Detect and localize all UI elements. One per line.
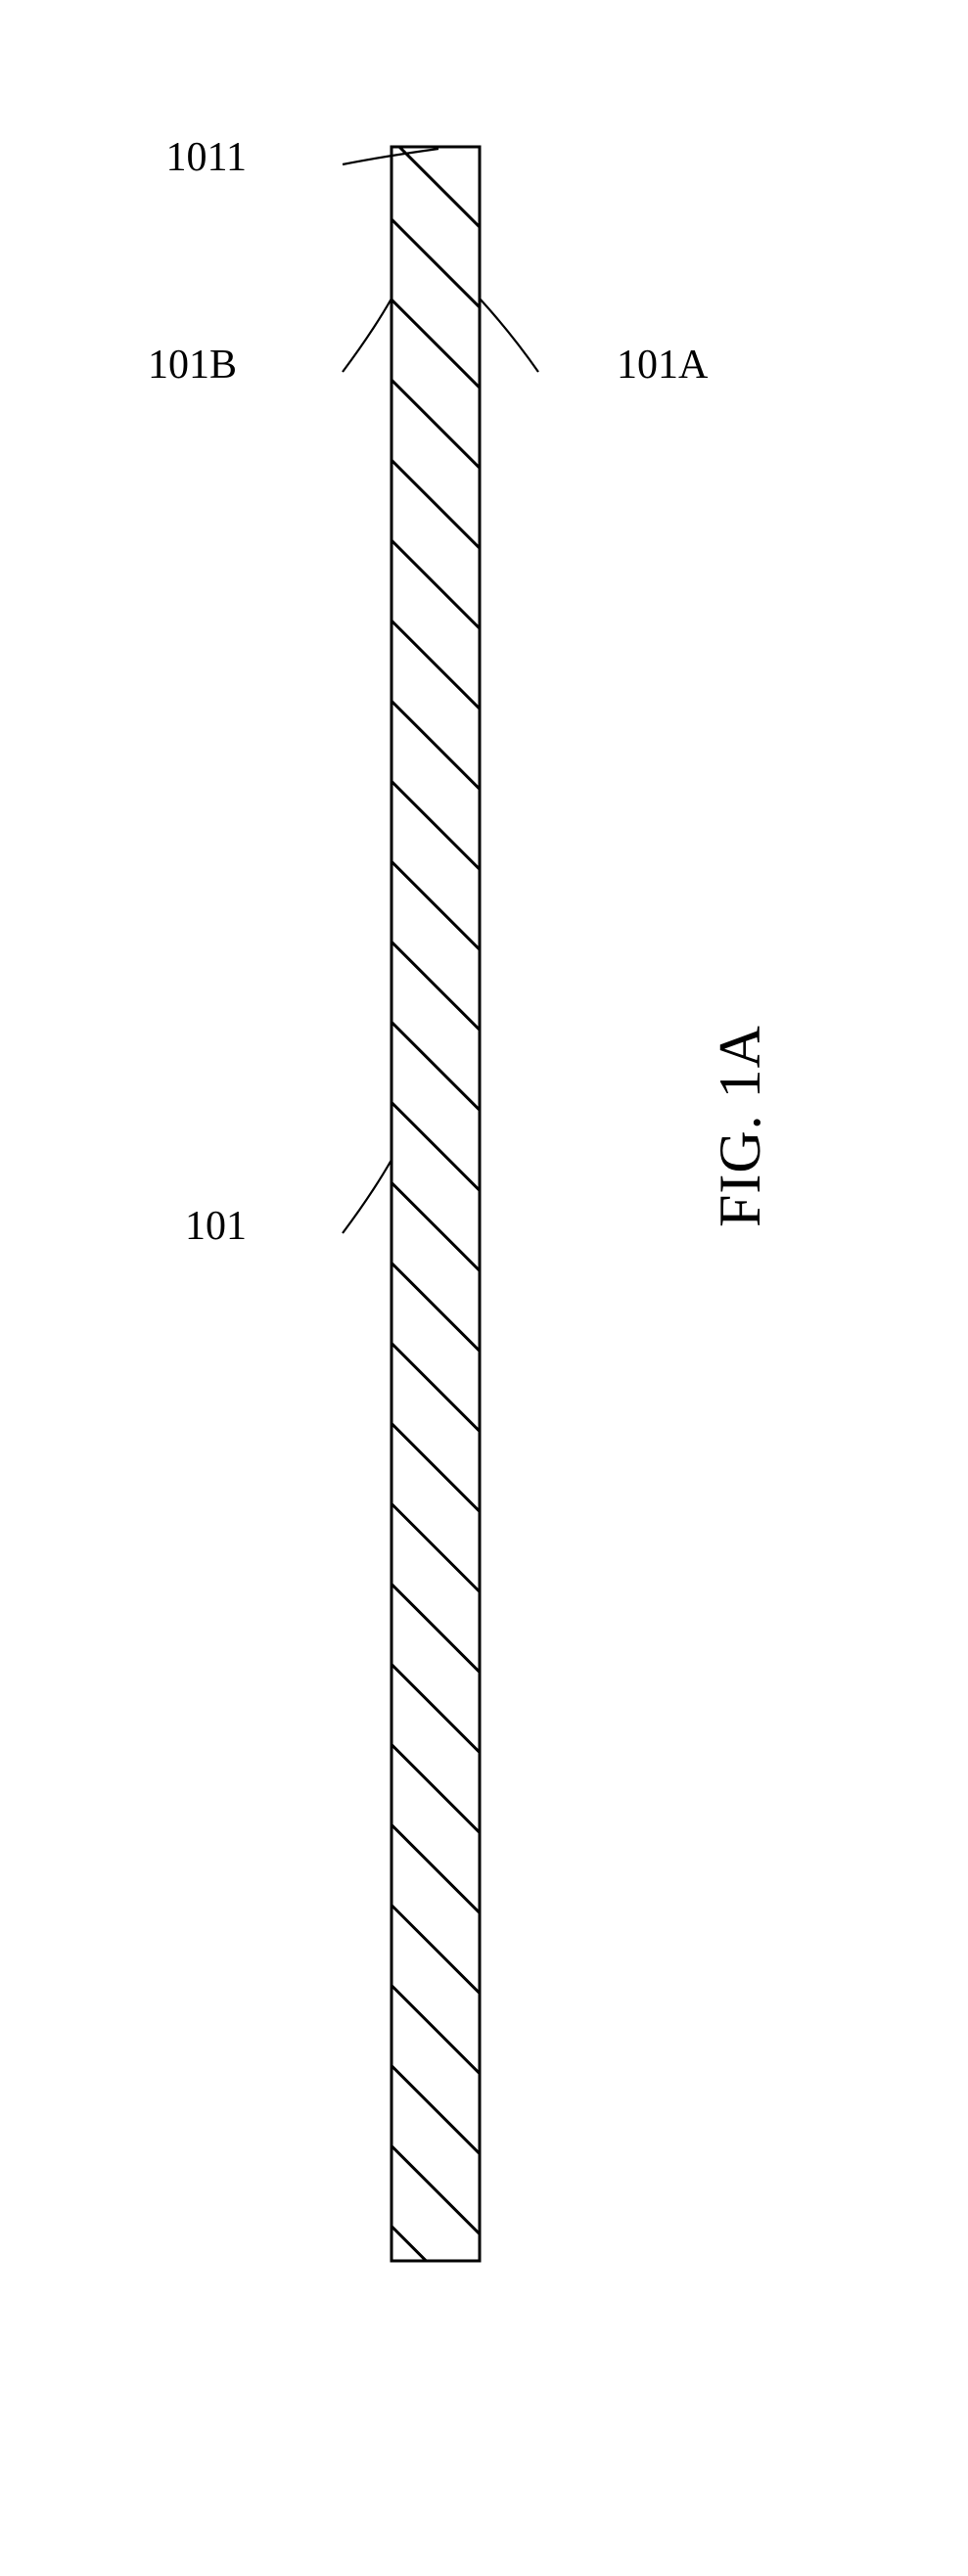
figure-svg — [0, 0, 968, 2576]
label-101a: 101A — [617, 342, 708, 389]
substrate-bar — [392, 147, 480, 2261]
label-101b: 101B — [148, 342, 237, 389]
leader-101b — [343, 299, 392, 372]
leader-101a — [480, 299, 538, 372]
leader-101 — [343, 1160, 392, 1233]
label-101: 101 — [185, 1203, 247, 1250]
figure-caption: FIG. 1A — [707, 1025, 774, 1227]
label-1011: 1011 — [166, 134, 247, 181]
